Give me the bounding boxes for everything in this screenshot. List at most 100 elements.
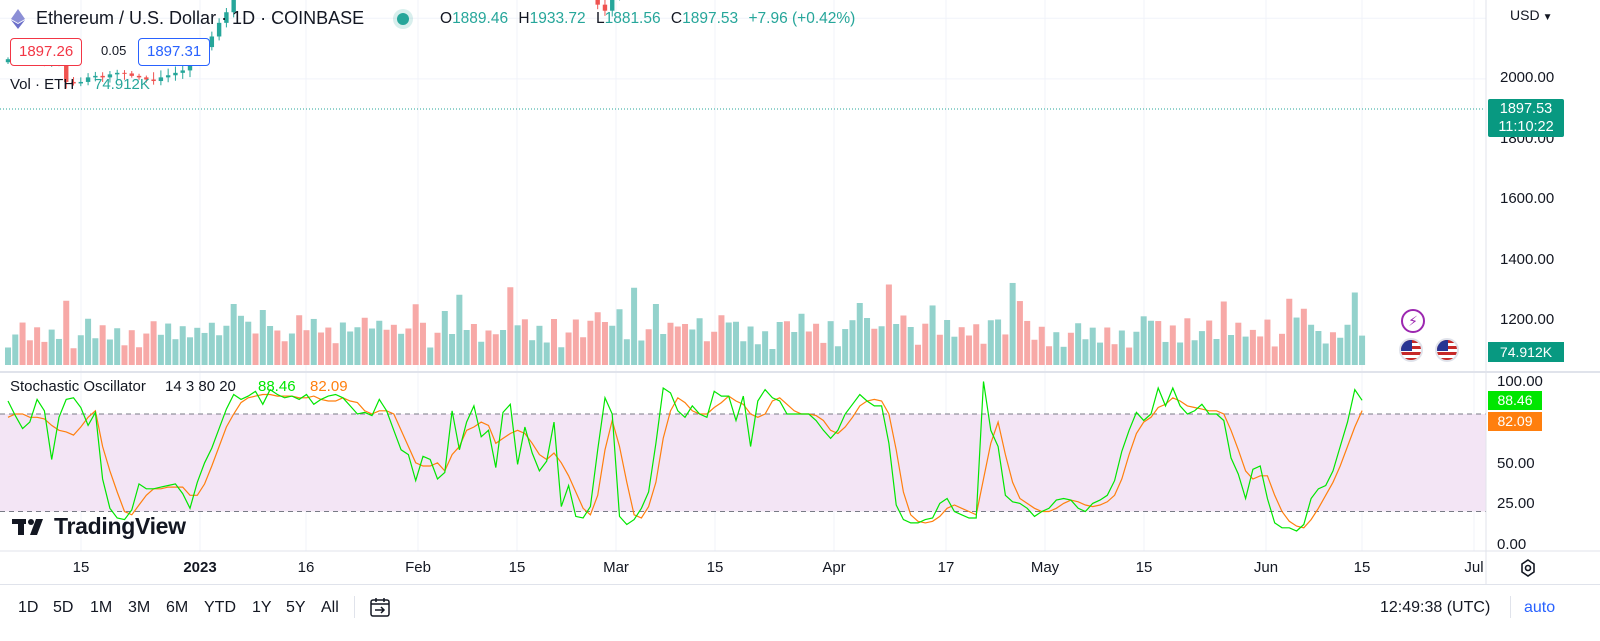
time-axis-label: 15 <box>1135 559 1153 576</box>
volume-bar <box>1089 327 1096 365</box>
volume-bar <box>19 322 26 365</box>
volume-bar <box>667 322 674 365</box>
volume-bar <box>769 349 776 365</box>
volume-bar <box>434 332 441 365</box>
volume-bar <box>936 334 943 365</box>
buy-button[interactable]: 1897.31 <box>138 38 211 66</box>
candle-body <box>122 72 127 74</box>
volume-bar <box>740 341 747 365</box>
volume-bar <box>1228 335 1235 365</box>
volume-bar <box>85 318 92 365</box>
volume-bar <box>987 320 994 365</box>
volume-bar <box>157 334 164 365</box>
candle-body <box>158 77 164 82</box>
time-axis-label: Mar <box>603 559 629 576</box>
volume-bar <box>187 337 193 365</box>
timeframe-3m[interactable]: 3M <box>128 599 151 616</box>
timeframe-5d[interactable]: 5D <box>53 599 74 616</box>
chevron-down-icon: ▼ <box>1542 12 1553 23</box>
candle-body <box>209 36 215 48</box>
volume-bar <box>747 326 754 365</box>
timeframe-6m[interactable]: 6M <box>166 599 189 616</box>
time-axis-label: Apr <box>822 559 846 576</box>
volume-bar <box>1351 292 1358 365</box>
volume-bar <box>252 333 259 365</box>
volume-bar <box>783 321 790 365</box>
timeframe-5y[interactable]: 5Y <box>286 599 306 616</box>
us-flag-icon[interactable] <box>1399 338 1423 362</box>
volume-bar <box>92 338 99 365</box>
utc-clock[interactable]: 12:49:38 (UTC) <box>1380 599 1491 616</box>
volume-bar <box>1264 319 1271 365</box>
sell-button[interactable]: 1897.26 <box>10 38 83 66</box>
volume-bar <box>332 343 339 365</box>
volume-bar <box>1329 332 1336 365</box>
volume-bar <box>834 346 841 365</box>
volume-bar <box>1097 342 1103 365</box>
volume-bar <box>864 318 871 365</box>
candle-body <box>602 4 608 11</box>
candle-body <box>129 73 134 76</box>
volume-bar <box>820 342 827 365</box>
volume-bar <box>136 347 143 365</box>
volume-bar <box>106 339 113 365</box>
volume-bar <box>1198 331 1205 365</box>
volume-bar <box>631 287 638 365</box>
timeframe-1y[interactable]: 1Y <box>252 599 272 616</box>
symbol-title[interactable]: Ethereum / U.S. Dollar · 1D · COINBASE <box>36 8 365 28</box>
tradingview-logo[interactable]: TradingView <box>12 513 186 540</box>
volume-bar <box>470 324 477 365</box>
volume-bar <box>26 340 33 365</box>
volume-bar <box>543 342 550 365</box>
volume-bar <box>1235 322 1242 365</box>
volume-bar <box>929 305 936 365</box>
volume-bar <box>572 319 579 365</box>
volume-bar <box>725 322 732 365</box>
currency-selector[interactable]: USD ▼ <box>1510 7 1553 23</box>
volume-bar <box>1046 346 1053 365</box>
volume-bar <box>1155 321 1162 365</box>
volume-bar <box>915 344 921 365</box>
volume-bar <box>339 322 346 365</box>
auto-scale-button[interactable]: auto <box>1524 599 1556 616</box>
volume-bar <box>77 335 84 365</box>
volume-bar <box>405 328 412 365</box>
last-price-value: 1897.53 <box>1499 101 1553 117</box>
overbought-oversold-band <box>0 414 1486 512</box>
us-flag-icon[interactable] <box>1435 338 1459 362</box>
close-label: C <box>670 10 683 27</box>
candle-body <box>64 53 69 82</box>
candle-body <box>115 72 120 75</box>
volume-bar <box>1024 320 1031 365</box>
volume-bar <box>1169 325 1176 365</box>
timeframe-ytd[interactable]: YTD <box>204 599 236 616</box>
volume-legend-label[interactable]: Vol · ETH <box>10 76 75 93</box>
stochastic-axis-label: 25.00 <box>1497 495 1535 512</box>
volume-bar <box>1104 327 1111 365</box>
volume-bar <box>973 324 980 365</box>
lightning-icon[interactable]: ⚡ <box>1401 309 1425 333</box>
volume-bar <box>762 331 769 365</box>
volume-bar <box>1140 316 1147 365</box>
volume-bar <box>63 300 70 365</box>
volume-bar <box>594 312 601 365</box>
date-range-icon[interactable] <box>369 596 391 618</box>
volume-bar <box>1308 324 1315 365</box>
volume-bar <box>237 315 244 365</box>
volume-bar <box>623 339 630 365</box>
timeframe-all[interactable]: All <box>321 599 339 616</box>
volume-bar <box>980 343 987 365</box>
settings-icon[interactable] <box>1518 558 1538 578</box>
candle-body <box>136 75 142 78</box>
volume-bar <box>303 330 310 365</box>
stochastic-label[interactable]: Stochastic Oscillator <box>10 378 146 395</box>
timeframe-1m[interactable]: 1M <box>90 599 113 616</box>
volume-bar <box>1337 337 1344 365</box>
timeframe-1d[interactable]: 1D <box>18 599 39 616</box>
volume-bar <box>849 320 856 365</box>
volume-bar <box>361 317 368 365</box>
volume-bar <box>580 337 587 365</box>
volume-bar <box>1147 320 1154 365</box>
volume-bar <box>70 348 77 365</box>
